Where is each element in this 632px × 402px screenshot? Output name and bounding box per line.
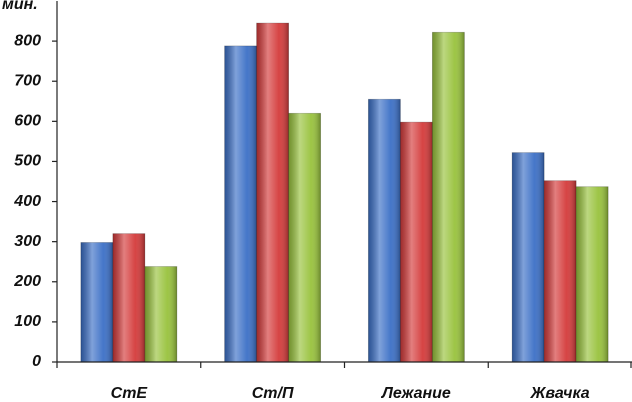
y-tick-label: 200 — [13, 273, 41, 290]
x-tick-label: Лежание — [381, 385, 451, 402]
bar-shade — [112, 233, 145, 362]
bar-shade — [256, 23, 289, 363]
y-tick-label: 0 — [32, 353, 41, 370]
x-tick-label: СтЕ — [111, 385, 149, 402]
bar-shade — [400, 122, 433, 362]
bar-shade — [544, 180, 577, 362]
bar-shade — [224, 45, 257, 363]
bar-shade — [288, 113, 321, 362]
y-tick-label: 500 — [14, 153, 41, 170]
bar-shade — [432, 32, 465, 362]
y-tick-label: 100 — [14, 313, 41, 330]
y-tick-label: 600 — [14, 113, 41, 130]
y-tick-label: 800 — [14, 32, 41, 49]
bar-shade — [512, 152, 545, 362]
x-tick-label: Ст/П — [252, 385, 294, 402]
bar-shade — [368, 99, 401, 363]
x-tick-label: Жвачка — [530, 385, 590, 402]
bar-shade — [144, 266, 177, 362]
y-tick-label: 400 — [13, 193, 41, 210]
y-tick-label: 300 — [14, 233, 41, 250]
y-tick-label: 700 — [14, 72, 41, 89]
bar-shade — [576, 186, 609, 362]
bar-shade — [80, 242, 113, 362]
y-axis-label: мин. — [2, 0, 38, 13]
